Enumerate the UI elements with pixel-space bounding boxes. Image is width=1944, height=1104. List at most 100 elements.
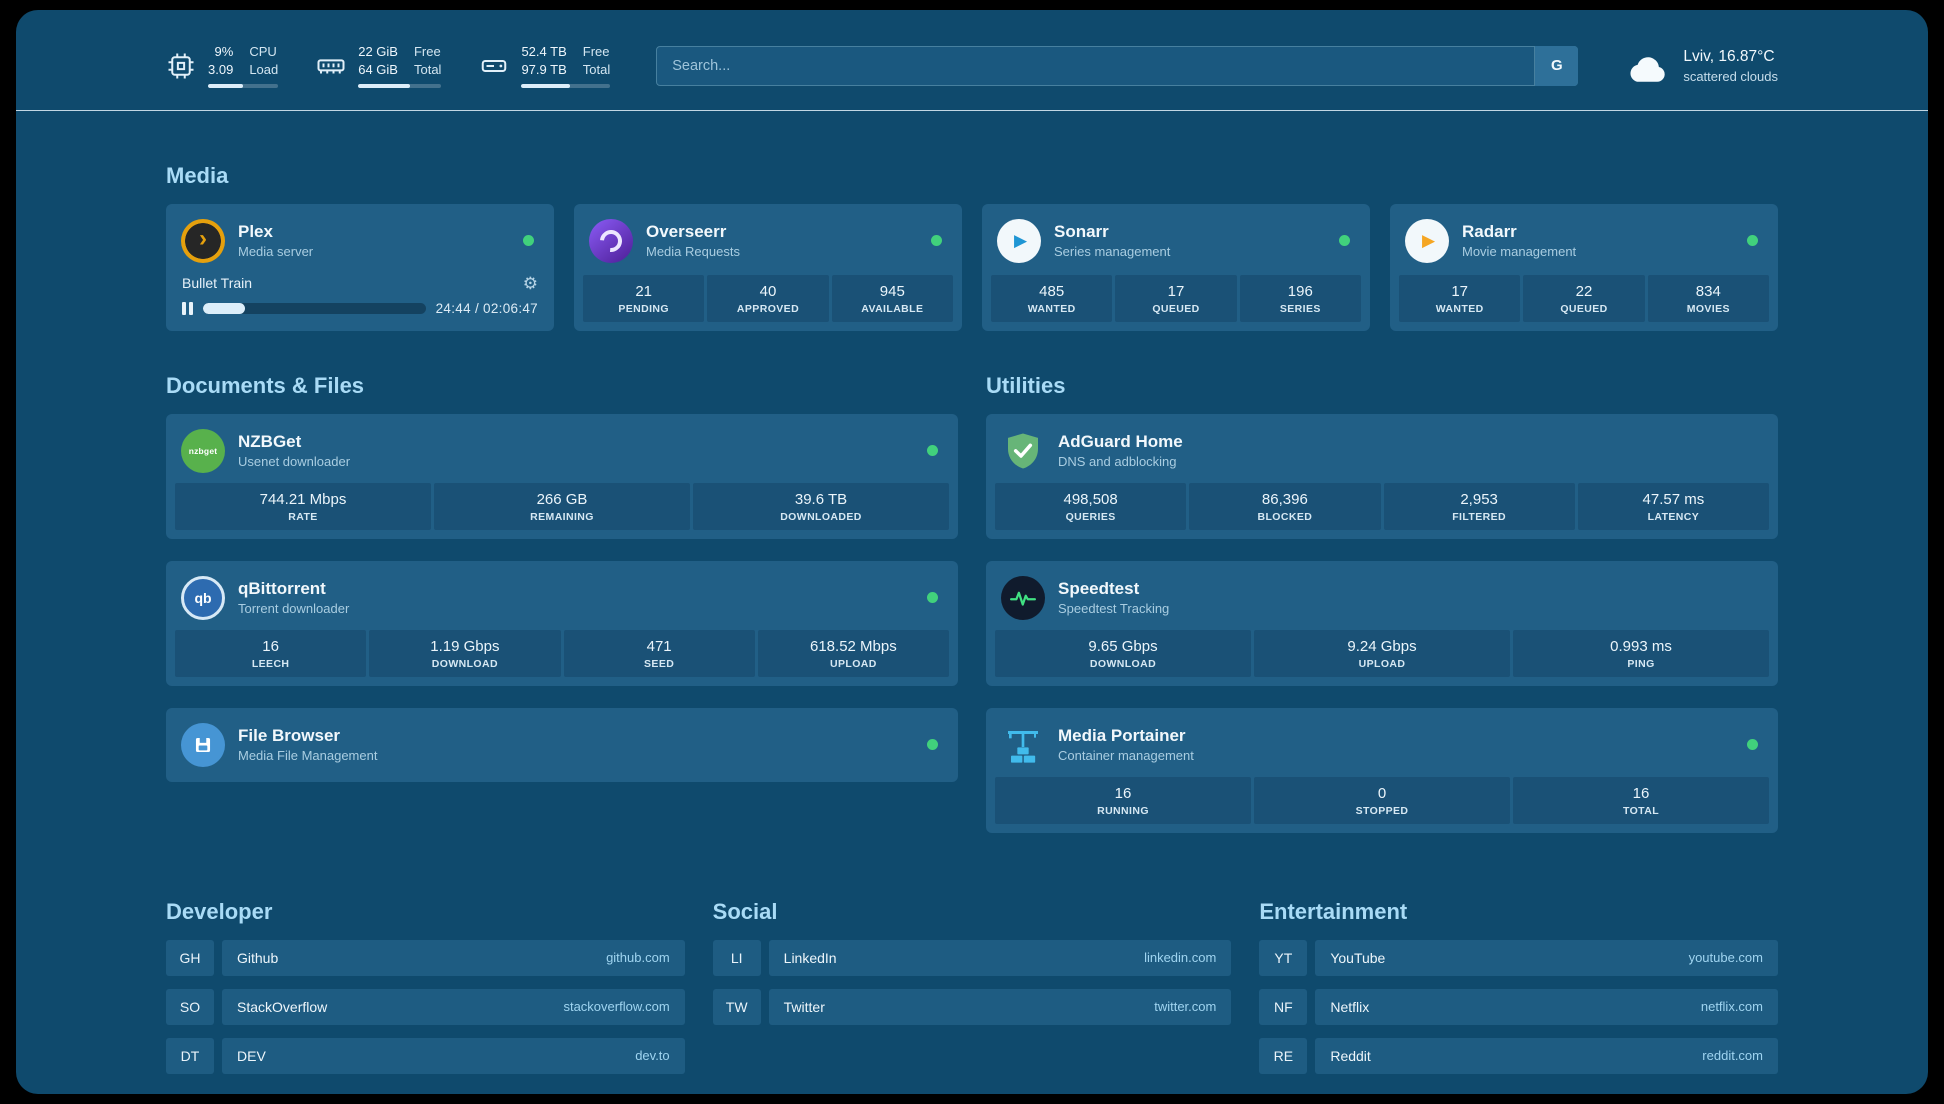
stat-value: 22 [1575,282,1593,300]
cpu-label: CPU [249,44,277,59]
service-card-sonarr[interactable]: ▶ Sonarr Series management 485 WANTED [982,203,1370,331]
card-header: ▶ Sonarr Series management [991,213,1361,273]
stat-download: 9.65 Gbps DOWNLOAD [995,629,1251,677]
bookmark-netflix[interactable]: NF Netflix netflix.com [1259,988,1778,1025]
section-title-documents: Documents & Files [166,372,365,398]
stat-value: 21 [635,282,652,300]
settings-gear-icon[interactable]: ⚙ [522,273,538,293]
bookmark-url: stackoverflow.com [563,999,670,1014]
bookmark-dev[interactable]: DT DEV dev.to [166,1037,685,1074]
bookmark-linkedin[interactable]: LI LinkedIn linkedin.com [712,939,1232,976]
service-name: AdGuard Home [1058,432,1183,452]
playback-progress-track[interactable] [202,302,426,314]
stat-value: 86,396 [1261,490,1308,508]
top-bar: 9% CPU 3.09 Load [16,10,1928,111]
search-provider-button[interactable]: G [1534,45,1579,86]
stat-queued: 22 QUEUED [1523,274,1645,322]
service-meta: AdGuard Home DNS and adblocking [1058,432,1183,469]
stat-value: 498,508 [1063,490,1118,508]
memory-progress-fill [358,83,410,88]
stat-label: DOWNLOAD [431,657,498,670]
service-card-speedtest[interactable]: Speedtest Speedtest Tracking 9.65 Gbps D… [986,560,1778,686]
stat-wanted: 485 WANTED [991,274,1113,322]
bookmark-url: reddit.com [1702,1048,1763,1063]
stat-label: STOPPED [1355,804,1409,817]
stat-queries: 498,508 QUERIES [995,482,1187,530]
bookmark-reddit[interactable]: RE Reddit reddit.com [1259,1037,1778,1074]
bookmark-name: DEV [237,1047,266,1064]
service-subtitle: Usenet downloader [238,453,351,469]
service-card-radarr[interactable]: ▶ Radarr Movie management 17 WANTED [1390,203,1778,331]
bookmark-stackoverflow[interactable]: SO StackOverflow stackoverflow.com [166,988,685,1025]
section-documents: Documents & Files nzbget NZBGet Usenet d… [166,373,958,833]
stat-wanted: 17 WANTED [1399,274,1521,322]
filebrowser-icon [181,722,225,767]
bookmark-url: netflix.com [1700,999,1763,1014]
nzbget-icon: nzbget [181,428,225,473]
stat-value: 2,953 [1460,490,1498,508]
nzbget-logo-text: nzbget [188,445,218,456]
service-card-plex[interactable]: › Plex Media server Bullet Train ⚙ [166,203,554,331]
section-utilities: Utilities AdGuard Home [986,373,1778,833]
search-input[interactable] [656,45,1579,86]
service-stats: 9.65 Gbps DOWNLOAD 9.24 Gbps UPLOAD 0.99… [995,629,1769,677]
stat-label: MOVIES [1686,302,1730,315]
service-meta: qBittorrent Torrent downloader [238,579,349,616]
service-meta: Overseerr Media Requests [646,222,740,259]
main-content: Media › Plex Media server Bulle [16,163,1928,1095]
card-header: Speedtest Speedtest Tracking [995,570,1769,630]
documents-cards: nzbget NZBGet Usenet downloader 744.21 M… [166,413,958,782]
bookmark-body: StackOverflow stackoverflow.com [222,988,685,1025]
cpu-icon [166,51,196,81]
service-subtitle: DNS and adblocking [1058,453,1177,469]
stat-blocked: 86,396 BLOCKED [1189,482,1381,530]
speedtest-icon [1001,575,1045,620]
bookmark-name: Github [237,949,279,966]
playback-time: 24:44 / 02:06:47 [435,300,538,316]
bookmark-twitter[interactable]: TW Twitter twitter.com [712,988,1232,1025]
status-dot-online [1747,235,1758,246]
bookmark-name: YouTube [1330,949,1386,966]
disk-progress-track [521,83,611,88]
stat-approved: 40 APPROVED [707,274,829,322]
stat-label: RUNNING [1097,804,1149,817]
bookmark-youtube[interactable]: YT YouTube youtube.com [1259,939,1778,976]
disk-total-value: 97.9 TB [521,62,567,78]
cpu-progress-track [208,83,279,88]
bookmark-url: twitter.com [1154,999,1217,1014]
stat-label: FILTERED [1452,510,1506,523]
service-stats: 744.21 Mbps RATE 266 GB REMAINING 39.6 T… [175,482,949,530]
service-card-portainer[interactable]: Media Portainer Container management 16 … [986,707,1778,833]
stat-running: 16 RUNNING [995,776,1251,824]
playback-progress-fill [202,302,245,314]
stat-value: 471 [646,637,672,655]
radarr-icon: ▶ [1405,218,1449,263]
stat-movies: 834 MOVIES [1647,274,1769,322]
bookmark-body: LinkedIn linkedin.com [768,939,1232,976]
stat-download: 1.19 Gbps DOWNLOAD [369,629,561,677]
service-card-adguard[interactable]: AdGuard Home DNS and adblocking 498,508 … [986,413,1778,539]
service-card-qbittorrent[interactable]: qb qBittorrent Torrent downloader 16 [166,560,958,686]
plex-chevron-glyph: › [199,225,207,252]
pause-icon[interactable] [182,301,193,315]
service-card-filebrowser[interactable]: File Browser Media File Management [166,707,958,782]
stat-label: WANTED [1027,302,1076,315]
service-name: qBittorrent [238,579,326,599]
stat-value: 485 [1039,282,1065,300]
bookmark-name: StackOverflow [237,998,328,1015]
status-dot-online [1747,739,1758,750]
memory-total-value: 64 GiB [358,62,398,78]
stat-queued: 17 QUEUED [1115,274,1237,322]
cpu-progress-fill [208,83,244,88]
service-subtitle: Container management [1058,747,1194,763]
stat-label: QUERIES [1065,510,1116,523]
stat-label: DOWNLOAD [1089,657,1157,670]
now-playing-title: Bullet Train [182,275,253,291]
qbittorrent-logo-text: qb [194,589,212,606]
service-card-overseerr[interactable]: Overseerr Media Requests 21 PENDING 40 A… [574,203,962,331]
bookmark-name: Netflix [1330,998,1370,1015]
plex-icon: › [181,218,225,263]
service-card-nzbget[interactable]: nzbget NZBGet Usenet downloader 744.21 M… [166,413,958,539]
dashboard-page: 9% CPU 3.09 Load [16,10,1928,1094]
bookmark-github[interactable]: GH Github github.com [166,939,685,976]
